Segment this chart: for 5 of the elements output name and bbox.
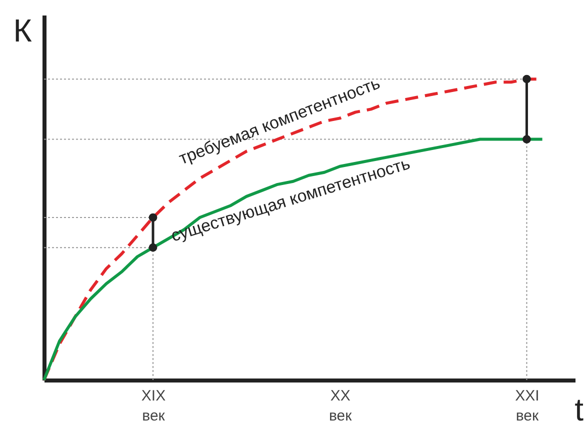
x-tick-label: XXI век bbox=[515, 388, 540, 424]
y-axis-title: К bbox=[13, 12, 32, 48]
x-tick-label: XX век bbox=[329, 388, 352, 424]
x-axis-title: t bbox=[574, 392, 584, 427]
x-tick-label: XIX век bbox=[141, 388, 166, 424]
